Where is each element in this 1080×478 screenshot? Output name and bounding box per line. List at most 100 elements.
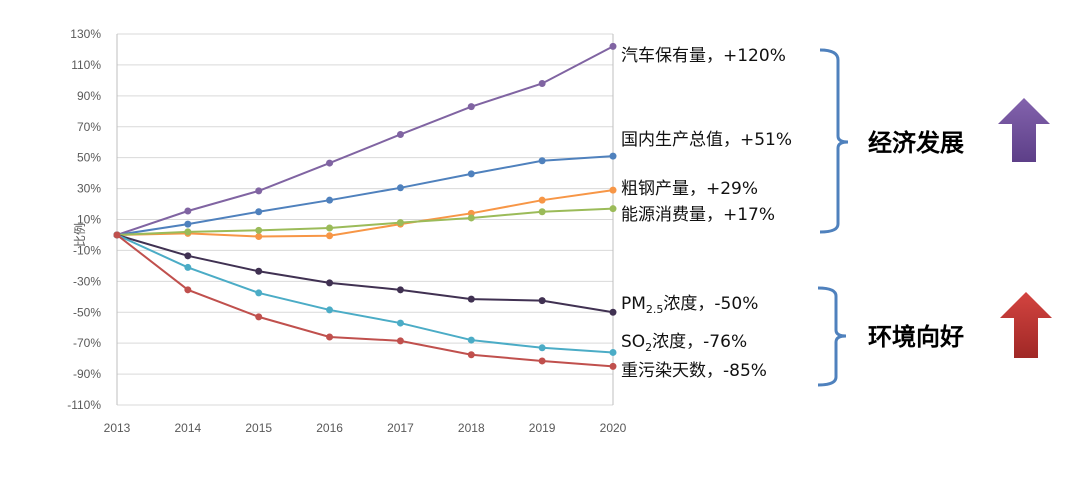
series-label-subscript: 2.5 (646, 303, 664, 316)
y-tick-label: -30% (73, 274, 101, 288)
data-point (538, 357, 546, 365)
data-point (538, 79, 546, 87)
data-point (326, 306, 334, 314)
data-point (326, 279, 334, 287)
series-label: SO2浓度，-76% (621, 332, 747, 354)
y-tick-label: 10% (77, 213, 101, 227)
series-label-text: 粗钢产量，+29% (621, 179, 758, 199)
data-point (609, 205, 617, 213)
series-label-suffix: 浓度，-76% (652, 332, 747, 352)
series-label: PM2.5浓度，-50% (621, 294, 758, 316)
data-point (609, 308, 617, 316)
series-path (116, 45, 614, 236)
series-label-text: 国内生产总值，+51% (621, 130, 792, 150)
series-group (113, 42, 617, 370)
economy-label: 经济发展 (868, 129, 964, 157)
data-point (113, 231, 121, 239)
series-line (113, 42, 617, 239)
data-point (609, 42, 617, 50)
y-axis-label: 比例 (73, 223, 87, 247)
x-ticks: 2013 2014 2015 2016 2017 2018 2019 2020 (104, 421, 627, 435)
series-labels: 汽车保有量，+120% 国内生产总值，+51% 粗钢产量，+29% 能源消费量，+17… (621, 46, 792, 381)
data-point (538, 344, 546, 352)
y-tick-label: 70% (77, 120, 101, 134)
x-tick-label: 2017 (387, 421, 414, 435)
data-point (184, 252, 192, 260)
data-point (396, 286, 404, 294)
data-point (396, 184, 404, 192)
series-line (113, 231, 617, 370)
arrow-up-icon-environment (1000, 292, 1052, 358)
y-tick-label: -10% (73, 243, 101, 257)
series-line (113, 231, 617, 356)
arrow-up-icon-economy (998, 98, 1050, 162)
series-path (116, 155, 614, 236)
x-tick-label: 2015 (245, 421, 272, 435)
bracket-economy (819, 48, 849, 234)
y-tick-label: -90% (73, 367, 101, 381)
series-label: 国内生产总值，+51% (621, 130, 792, 150)
data-point (467, 170, 475, 178)
grid (116, 33, 614, 406)
data-point (184, 263, 192, 271)
data-point (538, 208, 546, 216)
series-path (116, 234, 614, 368)
data-point (255, 233, 263, 241)
data-point (326, 196, 334, 204)
series-label-text: SO (621, 332, 645, 352)
data-point (184, 286, 192, 294)
series-label-text: PM (621, 294, 646, 314)
x-tick-label: 2016 (316, 421, 343, 435)
data-point (255, 313, 263, 321)
data-point (396, 337, 404, 345)
data-point (326, 333, 334, 341)
data-point (396, 219, 404, 227)
data-point (467, 295, 475, 303)
data-point (609, 362, 617, 370)
data-point (396, 130, 404, 138)
y-tick-label: 50% (77, 151, 101, 165)
data-point (255, 187, 263, 195)
data-point (467, 103, 475, 111)
environment-label: 环境向好 (868, 323, 964, 351)
series-label-text: 重污染天数，-85% (621, 361, 767, 381)
data-point (184, 228, 192, 236)
series-label-subscript: 2 (645, 341, 652, 354)
data-point (396, 319, 404, 327)
x-tick-label: 2018 (458, 421, 485, 435)
series-label-text: 能源消费量，+17% (621, 205, 775, 225)
series-path (116, 207, 614, 236)
data-point (184, 207, 192, 215)
y-ticks: 130% 110% 90% 70% 50% 30% 10% -10% -30% -50% -70% -… (67, 27, 101, 412)
data-point (326, 159, 334, 167)
y-tick-label: -70% (73, 336, 101, 350)
series-label: 重污染天数，-85% (621, 361, 767, 381)
data-point (538, 297, 546, 305)
y-tick-label: -50% (73, 305, 101, 319)
x-tick-label: 2013 (104, 421, 131, 435)
data-point (609, 186, 617, 194)
data-point (467, 351, 475, 359)
data-point (184, 220, 192, 228)
data-point (255, 226, 263, 234)
series-path (116, 189, 614, 238)
y-tick-label: 110% (71, 58, 101, 72)
data-point (255, 289, 263, 297)
data-point (538, 157, 546, 165)
data-point (467, 336, 475, 344)
series-line (113, 152, 617, 239)
y-tick-label: 30% (77, 182, 101, 196)
y-tick-label: 90% (77, 89, 101, 103)
y-tick-label: 130% (70, 27, 101, 41)
series-label: 汽车保有量，+120% (621, 46, 786, 66)
data-point (538, 196, 546, 204)
series-line (113, 231, 617, 316)
data-point (326, 224, 334, 232)
x-tick-label: 2014 (175, 421, 202, 435)
x-tick-label: 2020 (600, 421, 627, 435)
series-label: 能源消费量，+17% (621, 205, 775, 225)
series-label: 粗钢产量，+29% (621, 179, 758, 199)
data-point (609, 348, 617, 356)
data-point (609, 152, 617, 160)
